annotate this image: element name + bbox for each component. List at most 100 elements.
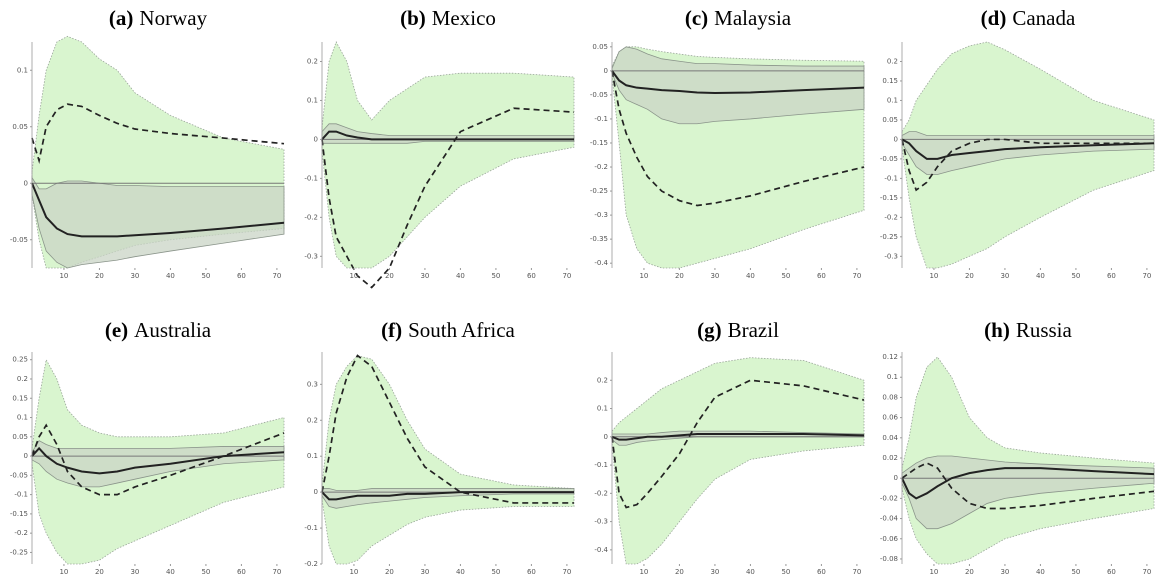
y-tick-label: -0.15 (880, 194, 898, 202)
y-tick-label: 0.15 (882, 77, 898, 85)
y-tick-label: -0.15 (10, 510, 28, 518)
y-tick-label: 0.12 (882, 353, 898, 361)
y-tick-label: 0.2 (597, 376, 608, 384)
y-tick-label: 0.1 (17, 414, 28, 422)
x-tick-label: 10 (929, 272, 938, 280)
x-tick-label: 50 (201, 272, 210, 280)
panel-name: Canada (1012, 6, 1076, 30)
y-tick-label: 0.1 (887, 373, 898, 381)
x-tick-label: 20 (675, 272, 684, 280)
y-tick-label: 0.1 (887, 96, 898, 104)
y-tick-label: 0.2 (887, 57, 898, 65)
x-tick-label: 70 (562, 568, 571, 576)
y-tick-label: -0.1 (14, 491, 28, 499)
y-tick-label: 0 (894, 474, 898, 482)
panel: (d) Canada -0.3 -0.25 -0.2 -0.15 -0.1 -0.05 0 0.0… (880, 6, 1155, 280)
x-tick-label: 20 (965, 272, 974, 280)
panel: (a) Norway -0.05 0 0.05 0.1 10 20 30 40 50 60 70 (10, 6, 285, 280)
response-line (611, 70, 865, 207)
y-tick-label: 0.3 (307, 380, 318, 388)
response-line (321, 130, 574, 141)
y-tick-label: -0.25 (10, 548, 28, 556)
x-tick-label: 40 (456, 568, 465, 576)
y-tick-label: -0.3 (594, 211, 608, 219)
y-tick-label: -0.1 (304, 174, 318, 182)
x-tick-label: 30 (420, 272, 429, 280)
confidence-band (321, 488, 575, 509)
panel: (f) South Africa -0.2 -0.1 0 0.1 0.2 0.3 10 20 30 4… (304, 318, 575, 576)
y-tick-label: 0.1 (307, 96, 318, 104)
y-tick-label: 0.15 (12, 394, 28, 402)
panel-name: Brazil (728, 318, 779, 342)
response-line (611, 70, 865, 94)
y-tick-label: 0 (894, 135, 898, 143)
confidence-band (321, 355, 575, 565)
x-tick-label: 30 (420, 568, 429, 576)
response-line (611, 432, 865, 441)
x-tick-label: 50 (201, 568, 210, 576)
y-tick-label: 0.2 (307, 416, 318, 424)
x-tick-label: 50 (491, 568, 500, 576)
x-tick-label: 40 (166, 272, 175, 280)
response-line (321, 354, 574, 504)
x-tick-label: 10 (59, 568, 68, 576)
panel: (h) Russia -0.08 -0.06 -0.04 -0.02 0 0.02 0.04 0.… (880, 318, 1155, 576)
x-tick-label: 70 (562, 272, 571, 280)
x-tick-label: 20 (385, 272, 394, 280)
x-tick-label: 50 (1071, 568, 1080, 576)
response-line (901, 467, 1155, 500)
response-line (901, 462, 1155, 510)
x-tick-label: 50 (1071, 272, 1080, 280)
response-line (321, 107, 575, 289)
x-tick-label: 60 (1107, 568, 1116, 576)
x-tick-label: 20 (95, 272, 104, 280)
y-tick-label: -0.05 (880, 155, 898, 163)
y-tick-label: -0.25 (590, 187, 608, 195)
y-tick-label: -0.2 (14, 529, 28, 537)
y-tick-label: -0.2 (594, 163, 608, 171)
panel-name: Australia (134, 318, 212, 342)
y-tick-label: 0.05 (12, 123, 28, 131)
y-tick-label: 0 (314, 488, 318, 496)
panel-label: (h) (984, 318, 1010, 342)
x-tick-label: 60 (817, 568, 826, 576)
x-tick-label: 40 (746, 272, 755, 280)
y-tick-label: 0 (24, 179, 28, 187)
x-tick-label: 40 (1036, 568, 1045, 576)
panel-label: (e) (105, 318, 128, 342)
response-line (31, 423, 285, 496)
confidence-band (611, 46, 865, 125)
panel-label: (g) (697, 318, 722, 342)
panel: (e) Australia -0.25 -0.2 -0.15 -0.1 -0.05 0 0.05… (10, 318, 285, 576)
x-tick-label: 30 (1000, 568, 1009, 576)
y-tick-label: -0.2 (304, 560, 318, 568)
y-tick-label: -0.4 (594, 259, 608, 267)
x-tick-label: 60 (237, 568, 246, 576)
confidence-band (321, 41, 575, 269)
x-tick-label: 30 (710, 272, 719, 280)
x-tick-label: 30 (710, 568, 719, 576)
y-tick-label: -0.2 (884, 213, 898, 221)
x-tick-label: 10 (349, 568, 358, 576)
y-tick-label: 0.05 (882, 116, 898, 124)
x-tick-label: 60 (527, 568, 536, 576)
panel-title: (g) Brazil (697, 318, 779, 342)
y-tick-label: -0.1 (594, 115, 608, 123)
x-tick-label: 70 (1142, 568, 1151, 576)
x-tick-label: 10 (929, 568, 938, 576)
panel-title: (d) Canada (981, 6, 1076, 30)
y-tick-label: -0.35 (590, 235, 608, 243)
panel-name: Russia (1016, 318, 1073, 342)
panel-label: (c) (685, 6, 708, 30)
x-tick-label: 60 (237, 272, 246, 280)
y-tick-label: -0.04 (880, 515, 899, 523)
x-tick-label: 20 (385, 568, 394, 576)
x-tick-label: 70 (272, 568, 281, 576)
y-tick-label: -0.05 (590, 91, 608, 99)
y-tick-label: -0.3 (594, 518, 608, 526)
confidence-band (901, 131, 1155, 175)
panel: (g) Brazil -0.4 -0.3 -0.2 -0.1 0 0.1 0.2 10 20 30 40… (594, 318, 865, 576)
y-tick-label: 0.04 (882, 434, 898, 442)
x-tick-label: 30 (130, 568, 139, 576)
x-tick-label: 10 (639, 272, 648, 280)
